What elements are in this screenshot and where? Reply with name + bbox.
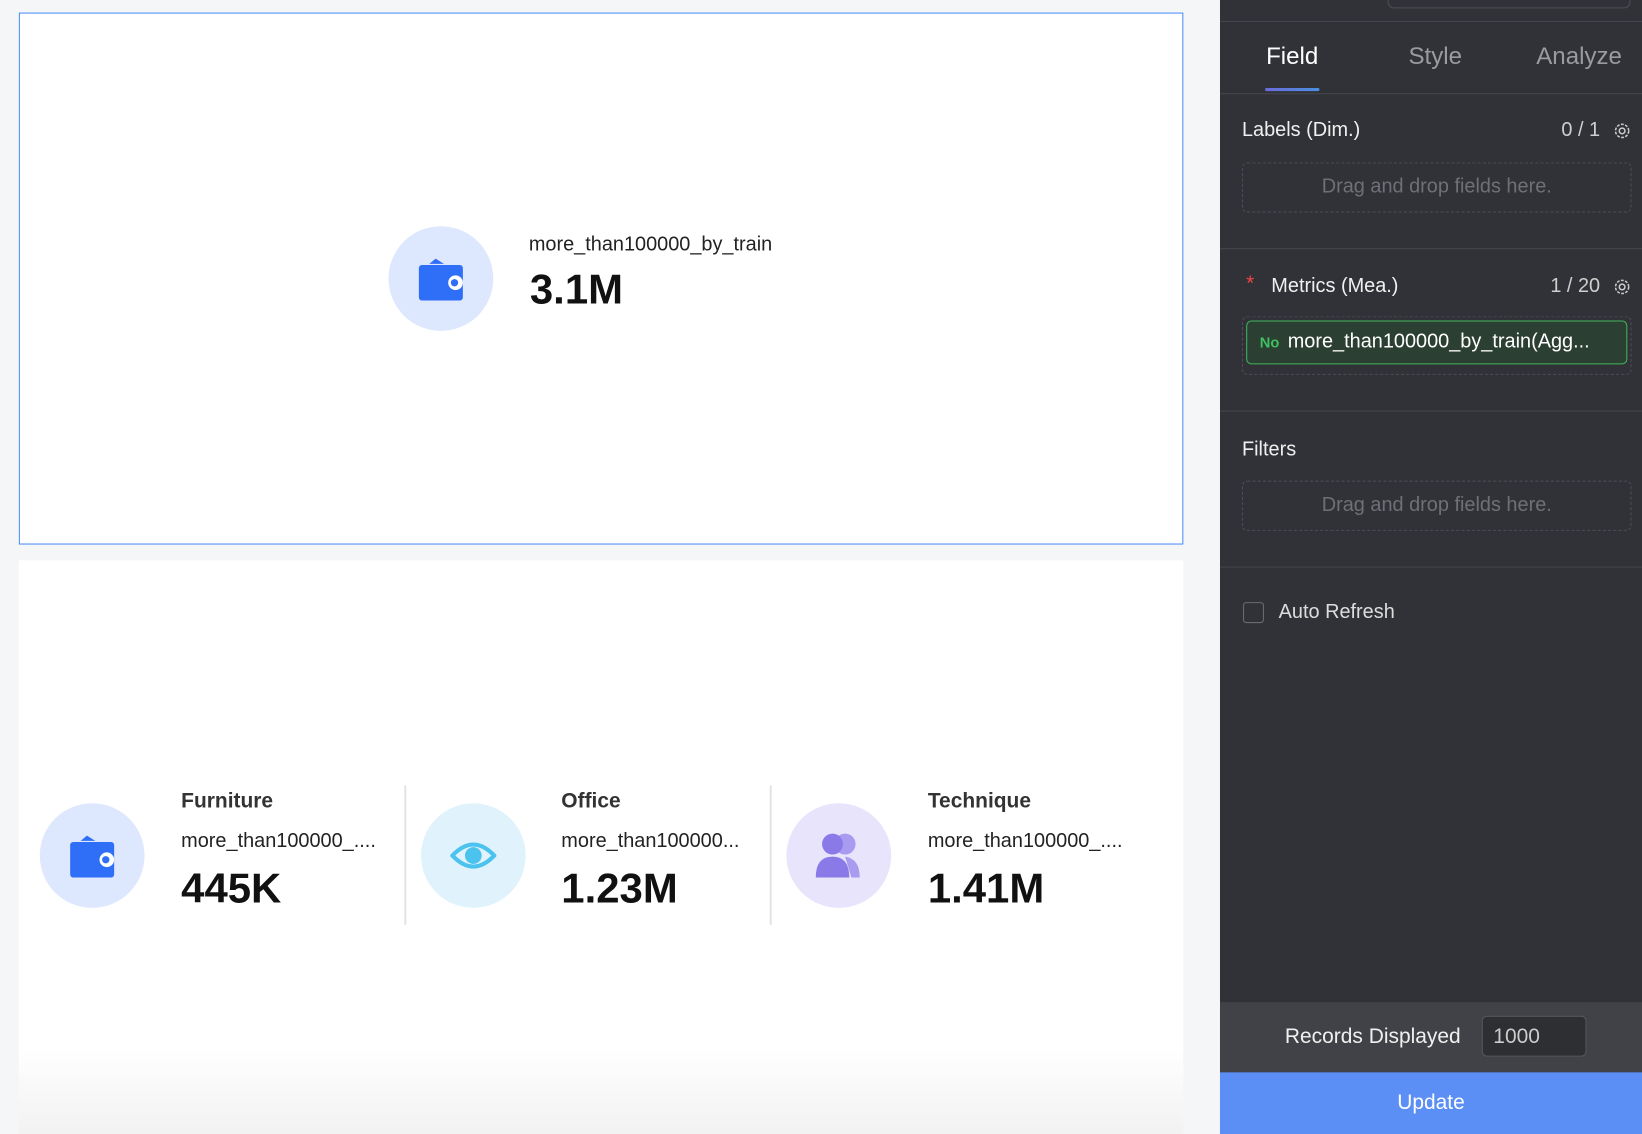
kpi-icon-circle — [786, 803, 892, 908]
eye-icon — [450, 842, 497, 869]
tab-field[interactable]: Field — [1266, 41, 1319, 70]
active-tab-indicator — [1265, 87, 1320, 92]
divider — [1219, 248, 1642, 250]
kpi-label: more_than100000... — [561, 830, 740, 853]
filters-drop-zone[interactable]: Drag and drop fields here. — [1241, 480, 1632, 531]
kpi-group-card[interactable]: Furniture more_than100000_.... 445K Offi… — [18, 560, 1184, 1134]
kpi-icon-circle — [420, 803, 526, 908]
divider — [1219, 93, 1642, 95]
tab-analyze[interactable]: Analyze — [1536, 41, 1622, 70]
users-icon — [815, 833, 860, 878]
update-button[interactable]: Update — [1219, 1072, 1642, 1134]
records-displayed-input[interactable]: 1000 — [1481, 1015, 1587, 1057]
labels-title: Labels (Dim.) — [1241, 119, 1361, 142]
metrics-drop-zone[interactable]: No more_than100000_by_train(Agg... — [1241, 316, 1632, 375]
required-marker: * — [1246, 272, 1255, 296]
metric-field-label: more_than100000_by_train(Agg... — [1287, 330, 1590, 353]
auto-refresh-checkbox[interactable] — [1243, 602, 1264, 624]
metrics-title: Metrics (Mea.) — [1271, 275, 1399, 298]
wallet-icon — [70, 835, 115, 878]
top-input[interactable] — [1387, 0, 1631, 9]
main-kpi-value: 3.1M — [529, 267, 624, 314]
number-field-icon: No — [1259, 334, 1280, 351]
main-kpi-card[interactable]: more_than100000_by_train 3.1M — [18, 12, 1184, 545]
kpi-value: 445K — [181, 866, 282, 913]
kpi-label: more_than100000_.... — [181, 830, 376, 853]
kpi-icon-circle — [39, 803, 145, 908]
filters-title: Filters — [1241, 438, 1297, 461]
records-displayed-label: Records Displayed — [1284, 1025, 1461, 1049]
metric-field-chip[interactable]: No more_than100000_by_train(Agg... — [1246, 320, 1628, 365]
labels-drop-zone[interactable]: Drag and drop fields here. — [1241, 162, 1632, 213]
divider — [1219, 410, 1642, 412]
kpi-value: 1.23M — [561, 866, 678, 913]
main-kpi-icon-circle — [388, 226, 494, 331]
divider — [404, 785, 407, 925]
kpi-category: Furniture — [181, 789, 274, 813]
gear-icon[interactable] — [1613, 278, 1632, 297]
tab-style[interactable]: Style — [1408, 41, 1463, 70]
kpi-label: more_than100000_.... — [927, 830, 1123, 853]
main-kpi-label: more_than100000_by_train — [528, 233, 773, 256]
kpi-category: Technique — [927, 789, 1032, 813]
auto-refresh-label: Auto Refresh — [1278, 601, 1395, 624]
divider — [1219, 20, 1642, 22]
records-bar: Records Displayed 1000 — [1219, 1002, 1642, 1073]
kpi-value: 1.41M — [927, 866, 1045, 913]
labels-count: 0 / 1 — [1561, 119, 1601, 142]
gear-icon[interactable] — [1613, 121, 1632, 140]
divider — [769, 785, 772, 925]
wallet-icon — [418, 258, 463, 301]
divider — [1219, 566, 1642, 568]
metrics-count: 1 / 20 — [1550, 275, 1601, 298]
kpi-category: Office — [561, 789, 621, 813]
config-panel: Field Style Analyze Labels (Dim.) 0 / 1 … — [1219, 0, 1642, 1134]
